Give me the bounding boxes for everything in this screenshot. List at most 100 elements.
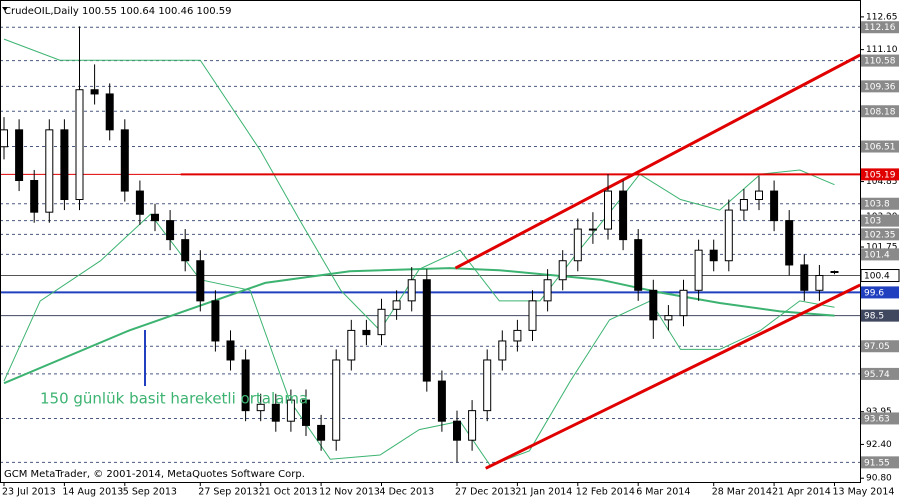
y-tick-label: 92.40 xyxy=(866,440,892,450)
level-label: 108.18 xyxy=(864,107,896,117)
overlay-line xyxy=(454,53,860,270)
plot-area xyxy=(0,26,860,470)
x-tick-label: 13 May 2014 xyxy=(833,487,895,498)
candle-body xyxy=(739,199,748,211)
candle-body xyxy=(724,209,733,262)
level-label-box xyxy=(861,456,899,469)
candle-body xyxy=(120,129,129,192)
candle-body xyxy=(347,329,356,361)
x-tick-label: 21 Oct 2013 xyxy=(259,487,318,498)
level-label-box xyxy=(861,214,899,227)
candle-body xyxy=(437,380,446,422)
x-tick-label: 14 Aug 2013 xyxy=(62,487,123,498)
level-label-box xyxy=(861,248,899,261)
candle-body xyxy=(679,289,688,317)
candle-body xyxy=(75,89,84,201)
overlay-line xyxy=(3,267,835,385)
x-tick-label: 4 Dec 2013 xyxy=(380,487,435,498)
overlay-line xyxy=(3,38,835,332)
x-tick-label: 28 Mar 2014 xyxy=(712,487,772,498)
level-label: 98.5 xyxy=(864,312,884,322)
y-tick-label: 111.10 xyxy=(866,45,898,55)
candle-body xyxy=(498,340,507,361)
candle-body xyxy=(241,359,250,412)
candle-body xyxy=(166,220,175,241)
candle-body xyxy=(800,264,809,291)
candle-body xyxy=(286,399,295,422)
level-label: 97.05 xyxy=(864,342,890,352)
candle-body xyxy=(0,129,8,148)
x-tick-label: 5 Sep 2013 xyxy=(123,487,177,498)
candle-body xyxy=(45,129,54,213)
candle-body xyxy=(815,275,824,291)
candle-body xyxy=(211,300,220,342)
level-label-box xyxy=(861,228,899,241)
candle-body xyxy=(483,359,492,412)
candle-body xyxy=(407,279,416,302)
level-label-box xyxy=(861,140,899,153)
level-label: 106.51 xyxy=(864,143,896,153)
level-label-box xyxy=(861,80,899,93)
y-tick-label: 93.95 xyxy=(866,407,892,417)
candle-body xyxy=(90,89,99,95)
menu-arrow xyxy=(2,7,8,11)
x-tick-label: 27 Dec 2013 xyxy=(455,487,516,498)
annotation: 150 günlük basit hareketli ortalama xyxy=(40,390,308,408)
level-label: 93.63 xyxy=(864,414,890,424)
candle-body xyxy=(271,403,280,422)
level-label-box xyxy=(861,197,899,210)
level-label-box xyxy=(861,105,899,118)
level-label: 100.4 xyxy=(864,272,890,282)
footer: GCM MetaTrader, © 2001-2014, MetaQuotes … xyxy=(4,469,305,480)
level-label-box xyxy=(861,54,899,67)
level-label-box xyxy=(861,286,899,299)
candle-body xyxy=(181,239,190,262)
candle-body xyxy=(830,271,839,274)
candle-body xyxy=(770,190,779,222)
x-tick-label: 21 Jan 2014 xyxy=(515,487,572,498)
level-label: 91.55 xyxy=(864,458,890,468)
candle-body xyxy=(392,300,401,310)
x-tick-label: 6 Mar 2014 xyxy=(636,487,690,498)
y-tick-label: 104.85 xyxy=(866,177,898,187)
x-tick-label: 21 Apr 2014 xyxy=(772,487,831,498)
candle-body xyxy=(619,190,628,241)
level-label: 105.19 xyxy=(864,170,896,180)
level-label: 102.35 xyxy=(864,230,896,240)
candle-body xyxy=(588,228,597,231)
candle-body xyxy=(151,213,159,222)
level-label-box xyxy=(861,168,899,181)
y-tick-label: 101.75 xyxy=(866,243,898,253)
candle-body xyxy=(196,260,205,302)
x-tick-label: 27 Sep 2013 xyxy=(198,487,258,498)
level-label: 95.74 xyxy=(864,370,890,380)
chart-title: CrudeOIL,Daily 100.55 100.64 100.46 100.… xyxy=(4,6,231,17)
candle-body xyxy=(513,329,522,342)
level-label: 112.16 xyxy=(864,23,896,33)
candle-body xyxy=(709,249,718,262)
level-label: 99.6 xyxy=(864,288,884,298)
level-label-box xyxy=(861,340,899,353)
y-tick-label: 112.65 xyxy=(866,12,898,22)
candle-body xyxy=(15,129,24,182)
x-tick-label: 12 Nov 2013 xyxy=(319,487,380,498)
candle-body xyxy=(135,190,144,215)
candle-body xyxy=(528,300,537,331)
overlay-line xyxy=(485,283,860,470)
candle-body xyxy=(453,420,461,441)
candle-body xyxy=(543,279,552,302)
x-tick-label: 23 Jul 2013 xyxy=(2,487,56,498)
candle-body xyxy=(317,424,326,441)
level-label-box xyxy=(861,21,899,34)
level-label-box xyxy=(861,309,899,322)
candle-body xyxy=(604,190,612,230)
candle-body xyxy=(468,410,477,441)
candle-body xyxy=(634,239,643,291)
candle-body xyxy=(422,279,431,382)
plot-frame xyxy=(0,0,861,483)
candle-body xyxy=(785,220,794,266)
candle-body xyxy=(755,190,763,201)
candle-body xyxy=(694,249,703,291)
